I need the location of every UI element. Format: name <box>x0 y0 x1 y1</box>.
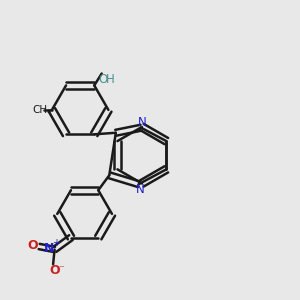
Text: O: O <box>49 264 60 278</box>
Text: N: N <box>136 183 145 196</box>
Text: O: O <box>27 238 38 251</box>
Text: N: N <box>138 116 147 129</box>
Text: H: H <box>106 73 115 86</box>
Text: +: + <box>52 238 60 248</box>
Text: O: O <box>99 73 108 86</box>
Text: ⁻: ⁻ <box>58 265 64 275</box>
Text: CH₃: CH₃ <box>32 105 51 115</box>
Text: N: N <box>44 242 54 255</box>
